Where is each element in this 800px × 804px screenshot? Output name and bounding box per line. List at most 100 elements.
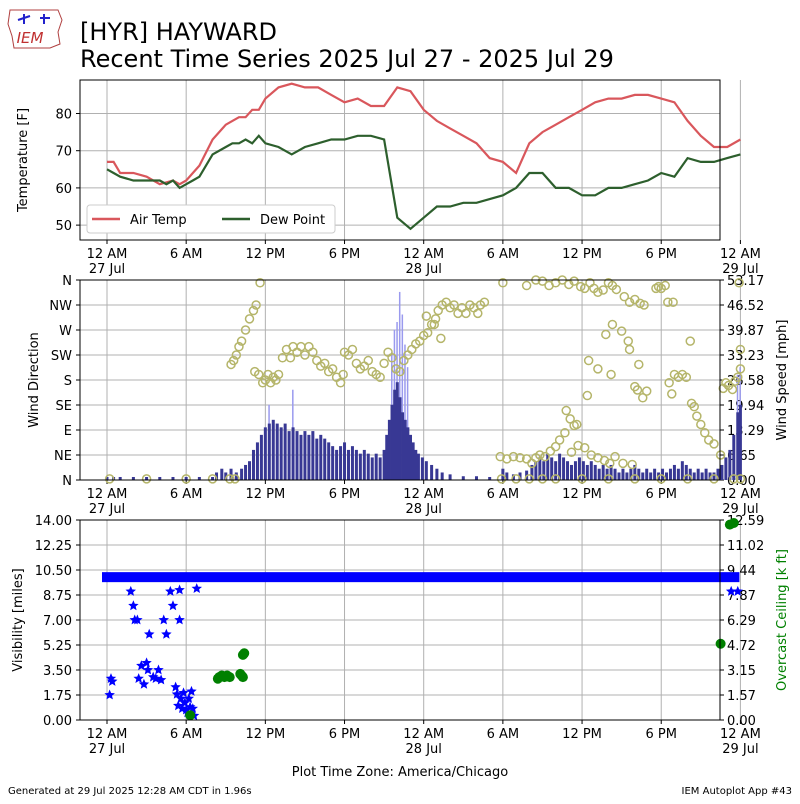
x-tick-label: 12 AM [403,487,444,502]
visibility-point [104,689,115,700]
wind-direction-point [664,378,674,388]
visibility-point [165,585,176,596]
y-tick-label: NE [54,449,72,464]
wind-speed-bar [538,457,542,480]
wind-speed-bar [366,453,370,480]
visibility-point [179,697,191,708]
wind-direction-point [735,474,746,484]
wind-speed-bar [653,468,657,480]
wind-speed-bar [609,464,613,480]
wind-direction-point [473,308,483,319]
x-tick-label: 12 AM [403,247,444,262]
wind-speed-bar [728,449,732,480]
wind-direction-point [335,378,346,388]
wind-direction-point [240,325,251,335]
wind-direction-point [312,355,322,366]
y-axis-label: Temperature [F] [16,108,31,213]
x-tick-label: 12 AM [87,727,128,742]
wind-direction-point [630,474,640,484]
wind-direction-point [181,474,191,484]
y-tick-label: 5.25 [43,639,72,654]
wind-direction-point [572,419,582,430]
y-tick-label: 50 [55,219,72,234]
x-tick-label: 12 AM [720,487,761,502]
wind-direction-point [668,297,678,307]
wind-speed-bar [374,453,378,480]
visibility-point [142,664,154,675]
visibility-point [178,687,189,698]
y-tick-label: 80 [55,107,72,122]
legend: Air Temp Dew Point [86,204,336,234]
visibility-point [174,584,185,595]
visibility-point [155,674,167,685]
visibility-point [183,693,194,703]
wind-direction-point [319,358,330,369]
wind-direction-point [627,459,637,470]
x-tick-date: 28 Jul [406,502,442,517]
wind-direction-point [502,454,512,464]
wind-speed-bar [558,453,562,480]
wind-speed-bar [158,476,162,480]
wind-speed-bar [263,427,267,480]
wind-speed-bar [641,472,645,480]
wind-speed-bar [534,461,538,480]
x-tick-label: 6 PM [329,487,360,502]
wind-direction-point [735,364,746,374]
wind-direction-point [593,364,603,374]
wind-speed-bar [716,468,720,480]
wind-speed-bar [398,397,402,480]
wind-direction-point [638,393,648,403]
wind-speed-bar [240,468,244,480]
wind-direction-point [271,375,281,385]
x-tick-label: 6 AM [487,487,520,502]
x-tick-label: 12 AM [87,487,128,502]
x-tick-date: 27 Jul [89,742,125,757]
wind-direction-point [611,284,622,295]
y-tick-label: 1.75 [43,689,72,704]
wind-speed-bar [680,461,684,480]
wind-direction-point [430,314,441,324]
ceiling-point [239,648,250,659]
wind-speed-bar [474,476,478,480]
x-tick-date: 27 Jul [89,502,125,517]
wind-speed-bar [184,476,188,480]
wind-speed-bar [331,446,335,480]
wind-direction-point [327,364,338,374]
visibility-point [128,600,139,611]
wind-direction-point [515,453,525,463]
wind-direction-point [709,439,719,449]
wind-speed-bar [676,468,680,480]
wind-direction-point [535,450,545,460]
title-line1: [HYR] HAYWARD [80,18,277,46]
wind-speed-bar [339,446,343,480]
wind-speed-bar [370,457,374,480]
wind-direction-point [379,358,389,369]
y-tick-label: S [64,374,72,389]
wind-direction-point [603,474,614,484]
wind-speed-bar [542,461,546,480]
wind-direction-point [560,428,570,438]
x-tick-date: 28 Jul [406,262,442,277]
wind-gust-bar [398,291,401,480]
x-tick-label: 6 PM [645,727,676,742]
wind-speed-bar [311,431,315,480]
wind-speed-bar [244,464,248,480]
wind-direction-point [605,458,615,469]
y-tick-label: 12.25 [35,539,72,554]
wind-speed-bar [665,472,669,480]
wind-direction-point [363,355,374,366]
wind-direction-point [407,344,417,355]
wind-direction-point [566,447,577,457]
wind-speed-bar [303,431,307,480]
wind-direction-point [681,372,692,382]
wind-direction-point [433,305,443,316]
wind-direction-point [709,474,719,484]
wind-direction-point [263,369,273,380]
wind-direction-point [207,474,218,484]
x-tick-date: 28 Jul [406,742,442,757]
wind-direction-point [733,372,743,382]
wind-direction-point [308,347,318,357]
y-tick-label-right: 4.72 [727,639,756,654]
